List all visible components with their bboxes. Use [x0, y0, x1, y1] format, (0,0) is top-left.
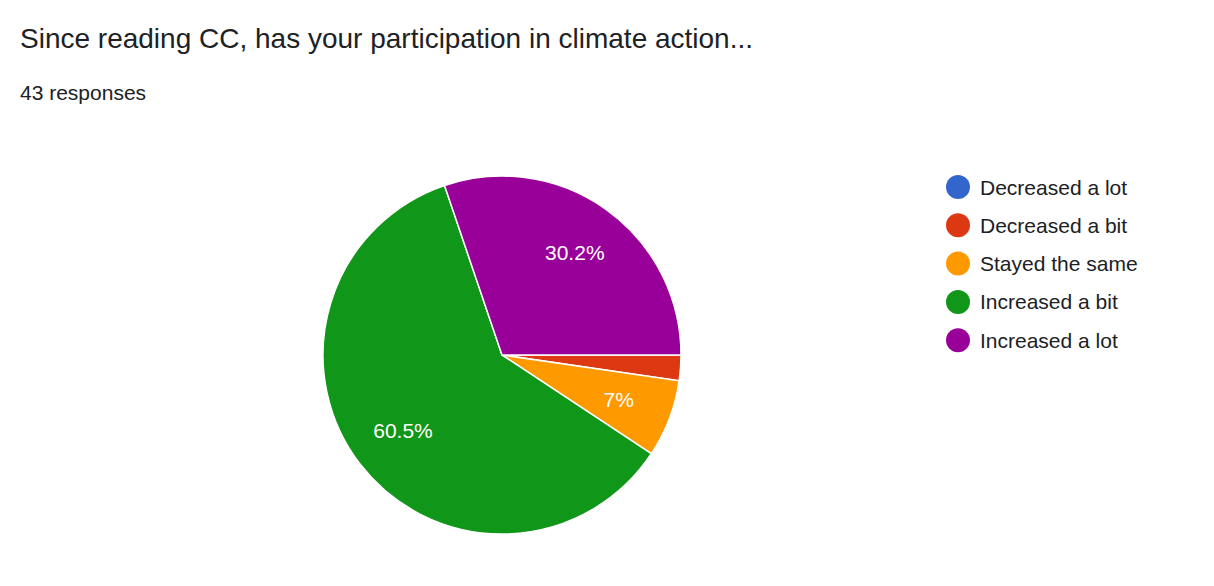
chart: Since reading CC, has your participation… [0, 0, 1214, 586]
legend-label: Decreased a lot [980, 176, 1127, 199]
title: Since reading CC, has your participation… [20, 23, 753, 54]
data-label: 30.2% [545, 241, 605, 264]
legend-swatch [946, 328, 970, 352]
legend-swatch [946, 175, 970, 199]
pie-slice [445, 176, 681, 355]
legend-label: Increased a lot [980, 329, 1118, 352]
legend-swatch [946, 213, 970, 237]
legend-swatch [946, 290, 970, 314]
data-label: 60.5% [373, 419, 433, 442]
legend-label: Decreased a bit [980, 214, 1127, 237]
legend-swatch [946, 252, 970, 276]
data-label: 7% [604, 388, 634, 411]
legend-label: Stayed the same [980, 252, 1138, 275]
legend-label: Increased a bit [980, 290, 1118, 313]
subtitle: 43 responses [20, 81, 146, 104]
